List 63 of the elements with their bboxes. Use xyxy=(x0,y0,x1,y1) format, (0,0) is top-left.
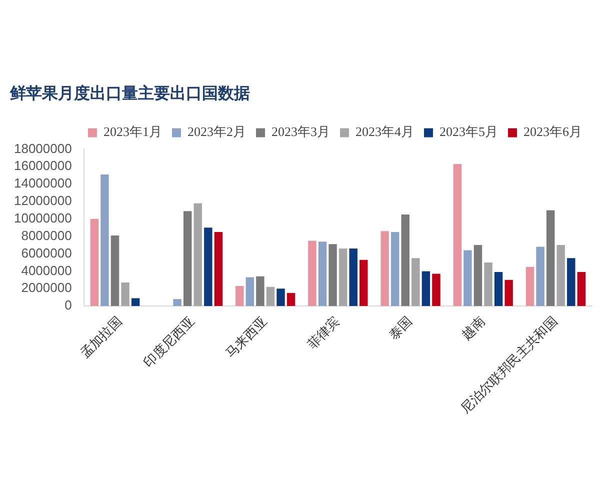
legend-label: 2023年3月 xyxy=(272,124,330,140)
bar xyxy=(390,232,400,306)
bar xyxy=(90,218,99,306)
bar xyxy=(131,298,140,306)
bar xyxy=(464,250,472,306)
bar xyxy=(526,266,534,306)
y-tick-label: 4000000 xyxy=(21,262,72,278)
bar xyxy=(328,244,337,306)
bar xyxy=(256,276,264,306)
legend-label: 2023年1月 xyxy=(104,124,162,140)
bar xyxy=(236,286,244,306)
bar xyxy=(204,228,212,306)
bar xyxy=(214,232,223,306)
bar xyxy=(567,258,576,306)
bar xyxy=(183,211,192,306)
bar xyxy=(338,248,348,306)
y-tick-label: 8000000 xyxy=(21,228,72,243)
bar xyxy=(546,210,555,306)
bar xyxy=(422,271,430,306)
bar xyxy=(173,299,182,306)
bar xyxy=(360,260,368,306)
bar xyxy=(577,272,586,306)
y-tick-label: 12000000 xyxy=(14,193,72,208)
bar xyxy=(121,282,130,306)
y-tick-label: 14000000 xyxy=(14,176,72,191)
legend-label: 2023年6月 xyxy=(524,124,582,140)
bar xyxy=(318,242,327,306)
legend-label: 2023年5月 xyxy=(440,124,498,140)
bar xyxy=(286,292,296,306)
x-tick-label: 越南 xyxy=(458,313,488,342)
bar xyxy=(110,235,120,306)
y-tick-label: 2000000 xyxy=(21,280,72,296)
x-tick-label: 印度尼西亚 xyxy=(140,313,198,370)
y-tick-label: 10000000 xyxy=(14,210,72,226)
bar xyxy=(504,280,513,306)
x-tick-label: 菲律宾 xyxy=(304,313,342,352)
bar xyxy=(474,245,482,306)
x-tick-label: 泰国 xyxy=(386,313,416,342)
x-tick-label: 马来西亚 xyxy=(222,313,270,361)
y-tick-label: 0 xyxy=(64,298,72,313)
bar xyxy=(276,288,285,306)
x-tick-label: 孟加拉国 xyxy=(77,313,125,361)
legend-label: 2023年4月 xyxy=(356,124,414,140)
legend-label: 2023年2月 xyxy=(188,124,246,140)
bar xyxy=(349,248,358,306)
bar xyxy=(401,214,410,306)
bar xyxy=(494,272,503,306)
chart-title: 鲜苹果月度出口量主要出口国数据 xyxy=(9,84,250,103)
bar xyxy=(536,246,544,306)
bar xyxy=(194,203,202,306)
bar xyxy=(246,277,254,306)
bar xyxy=(484,262,492,306)
bar xyxy=(100,174,109,306)
bar xyxy=(453,164,462,306)
bar xyxy=(432,274,440,306)
y-tick-label: 18000000 xyxy=(14,140,72,156)
bar xyxy=(412,258,420,306)
bar xyxy=(380,231,389,306)
y-tick-label: 16000000 xyxy=(14,158,72,174)
bar xyxy=(556,245,565,306)
y-tick-label: 6000000 xyxy=(21,245,72,260)
bar xyxy=(266,286,275,306)
bar xyxy=(308,240,316,306)
